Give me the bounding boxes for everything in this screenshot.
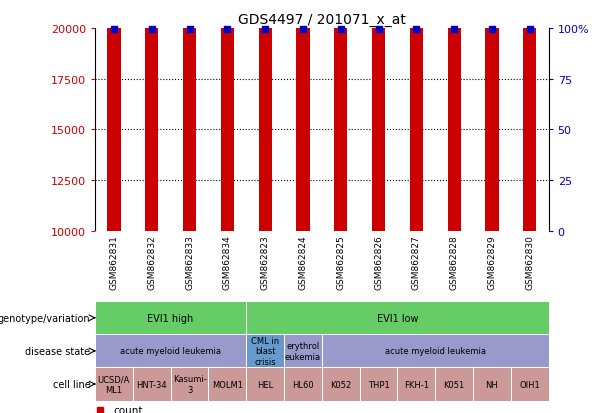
Bar (409, 0, 423, 231)
Bar (334, 0, 348, 231)
Text: FKH-1: FKH-1 (404, 380, 429, 389)
Text: disease state: disease state (25, 346, 91, 356)
Bar (473, 368, 511, 401)
Title: GDS4497 / 201071_x_at: GDS4497 / 201071_x_at (238, 12, 406, 26)
Text: GSM862830: GSM862830 (525, 235, 535, 290)
Text: HNT-34: HNT-34 (137, 380, 167, 389)
Bar (397, 368, 435, 401)
Text: cell line: cell line (53, 379, 91, 389)
Text: HEL: HEL (257, 380, 273, 389)
Bar (284, 368, 322, 401)
Point (449, 26, 459, 33)
Point (147, 26, 156, 33)
Text: EVI1 high: EVI1 high (148, 313, 194, 323)
Bar (145, 0, 158, 231)
Text: THP1: THP1 (368, 380, 389, 389)
Point (336, 26, 346, 33)
Text: GSM862834: GSM862834 (223, 235, 232, 290)
Text: erythrol
eukemia: erythrol eukemia (285, 342, 321, 361)
Text: GSM862831: GSM862831 (109, 235, 118, 290)
Bar (246, 368, 284, 401)
Text: count: count (113, 405, 143, 413)
Bar (259, 0, 272, 231)
Bar (95, 368, 133, 401)
Bar (221, 0, 234, 231)
Bar (183, 0, 196, 231)
Text: GSM862823: GSM862823 (261, 235, 270, 290)
Bar (208, 368, 246, 401)
Bar (246, 301, 549, 335)
Text: K052: K052 (330, 380, 351, 389)
Text: EVI1 low: EVI1 low (376, 313, 418, 323)
Bar (322, 368, 360, 401)
Point (298, 26, 308, 33)
Bar (485, 0, 498, 231)
Point (109, 26, 119, 33)
Bar (360, 368, 397, 401)
Bar (523, 0, 536, 231)
Point (260, 26, 270, 33)
Text: OIH1: OIH1 (519, 380, 540, 389)
Bar (447, 0, 461, 231)
Text: HL60: HL60 (292, 380, 314, 389)
Point (223, 26, 232, 33)
Text: UCSD/A
ML1: UCSD/A ML1 (97, 375, 130, 394)
Point (373, 26, 384, 33)
Point (525, 26, 535, 33)
Bar (296, 0, 310, 231)
Bar (284, 335, 322, 368)
Text: Kasumi-
3: Kasumi- 3 (173, 375, 207, 394)
Bar (133, 368, 170, 401)
Bar (511, 368, 549, 401)
Bar (246, 335, 284, 368)
Bar (95, 335, 246, 368)
Text: GSM862826: GSM862826 (374, 235, 383, 290)
Text: NH: NH (485, 380, 498, 389)
Text: GSM862833: GSM862833 (185, 235, 194, 290)
Text: GSM862824: GSM862824 (299, 235, 308, 289)
Text: K051: K051 (444, 380, 465, 389)
Text: GSM862832: GSM862832 (147, 235, 156, 290)
Text: acute myeloid leukemia: acute myeloid leukemia (120, 347, 221, 356)
Text: GSM862825: GSM862825 (336, 235, 345, 290)
Bar (107, 0, 121, 231)
Text: GSM862828: GSM862828 (449, 235, 459, 290)
Text: MOLM1: MOLM1 (212, 380, 243, 389)
Point (411, 26, 421, 33)
Text: genotype/variation: genotype/variation (0, 313, 91, 323)
Point (185, 26, 194, 33)
Bar (435, 368, 473, 401)
Text: GSM862829: GSM862829 (487, 235, 497, 290)
Bar (170, 368, 208, 401)
Text: GSM862827: GSM862827 (412, 235, 421, 290)
Bar (372, 0, 385, 231)
Point (487, 26, 497, 33)
Bar (322, 335, 549, 368)
Text: CML in
blast
crisis: CML in blast crisis (251, 336, 279, 366)
Text: acute myeloid leukemia: acute myeloid leukemia (385, 347, 485, 356)
Bar (95, 301, 246, 335)
